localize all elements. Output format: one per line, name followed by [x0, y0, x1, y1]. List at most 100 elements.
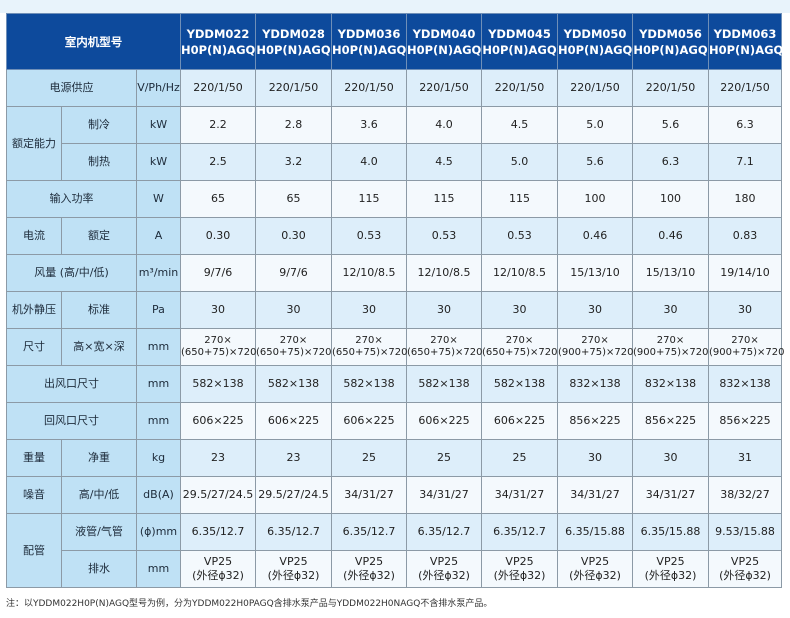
unit: mm [136, 402, 181, 440]
cell: 115 [481, 180, 558, 218]
cell: VP25 (外径ϕ32) [481, 550, 558, 588]
cell: 34/31/27 [632, 476, 709, 514]
unit: V/Ph/Hz [136, 69, 181, 107]
cell: 0.53 [331, 217, 407, 255]
row-heating: 制热 kW 2.5 3.2 4.0 4.5 5.0 5.6 6.3 7.1 [7, 143, 782, 181]
cell: 606×225 [481, 402, 558, 440]
cell: 34/31/27 [557, 476, 633, 514]
cell: 582×138 [481, 365, 558, 403]
model-col: YDDM040 H0P(N)AGQ [406, 13, 482, 70]
cell: 220/1/50 [331, 69, 407, 107]
cell: 582×138 [180, 365, 256, 403]
row-return: 回风口尺寸 mm 606×225 606×225 606×225 606×225… [6, 402, 782, 440]
cell: 30 [255, 291, 332, 329]
unit: kg [136, 439, 181, 477]
cell: 0.30 [255, 217, 332, 255]
row-label: 额定能力 [6, 106, 62, 181]
footnote: 注：以YDDM022H0P(N)AGQ型号为例，分为YDDM022H0PAGQ含… [6, 599, 493, 609]
cell: VP25 (外径ϕ32) [406, 550, 482, 588]
unit: mm [136, 365, 181, 403]
cell: 3.2 [255, 143, 332, 181]
cell: 832×138 [557, 365, 633, 403]
cell: 30 [708, 291, 782, 329]
cell: 12/10/8.5 [331, 254, 407, 292]
cell: VP25 (外径ϕ32) [180, 550, 256, 588]
cell: 100 [632, 180, 709, 218]
cell: 856×225 [557, 402, 633, 440]
cell: 25 [406, 439, 482, 477]
cell: 0.46 [632, 217, 709, 255]
spec-table: 室内机型号 YDDM022 H0P(N)AGQ YDDM028 H0P(N)AGQ … [6, 13, 784, 588]
cell: 30 [632, 439, 709, 477]
unit: A [136, 217, 181, 255]
row-input-power: 输入功率 W 65 65 115 115 115 100 100 180 [6, 180, 782, 218]
cell: 220/1/50 [406, 69, 482, 107]
cell: 6.35/12.7 [406, 513, 482, 551]
row-cooling: 额定能力 制冷 kW 2.2 2.8 3.6 4.0 4.5 5.0 5.6 6… [6, 106, 782, 181]
cell: 6.35/12.7 [331, 513, 407, 551]
cell: 270× (650+75)×720 [331, 328, 407, 366]
cell: 270× (650+75)×720 [481, 328, 558, 366]
model-col: YDDM028 H0P(N)AGQ [255, 13, 332, 70]
cell: 270× (650+75)×720 [406, 328, 482, 366]
model-col: YDDM036 H0P(N)AGQ [331, 13, 407, 70]
cell: 0.83 [708, 217, 782, 255]
cell: 0.46 [557, 217, 633, 255]
cell: 220/1/50 [557, 69, 633, 107]
cell: 38/32/27 [708, 476, 782, 514]
cell: 12/10/8.5 [406, 254, 482, 292]
unit: W [136, 180, 181, 218]
cell: 9/7/6 [255, 254, 332, 292]
cell: 220/1/50 [632, 69, 709, 107]
cell: VP25 (外径ϕ32) [557, 550, 633, 588]
model-col: YDDM045 H0P(N)AGQ [481, 13, 558, 70]
model-col: YDDM050 H0P(N)AGQ [557, 13, 633, 70]
unit: kW [136, 143, 181, 181]
cell: 23 [255, 439, 332, 477]
model-col: YDDM056 H0P(N)AGQ [632, 13, 709, 70]
cell: 9/7/6 [180, 254, 256, 292]
cell: 34/31/27 [406, 476, 482, 514]
cell: 832×138 [708, 365, 782, 403]
sub-label: 制冷 [61, 106, 137, 144]
cell: 606×225 [180, 402, 256, 440]
cell: 6.3 [632, 143, 709, 181]
cell: 12/10/8.5 [481, 254, 558, 292]
cell: 30 [557, 291, 633, 329]
row-label: 电流 [6, 217, 62, 255]
row-label: 重量 [6, 439, 62, 477]
cell: 856×225 [632, 402, 709, 440]
cell: 30 [180, 291, 256, 329]
row-size: 尺寸 高×宽×深 mm 270× (650+75)×720 270× (650+75… [6, 328, 784, 366]
cell: 0.53 [406, 217, 482, 255]
row-label: 出风口尺寸 [6, 365, 137, 403]
sub-label: 净重 [61, 439, 137, 477]
cell: VP25 (外径ϕ32) [708, 550, 782, 588]
row-pipe: 配管 液管/气管 (ϕ)mm 6.35/12.7 6.35/12.7 6.35/… [6, 513, 782, 588]
model-header: 室内机型号 [6, 13, 181, 70]
model-col: YDDM063 H0P(N)AGQ [708, 13, 783, 70]
unit: Pa [136, 291, 181, 329]
cell: 0.30 [180, 217, 256, 255]
cell: 606×225 [406, 402, 482, 440]
row-label: 输入功率 [6, 180, 137, 218]
row-outlet: 出风口尺寸 mm 582×138 582×138 582×138 582×138… [6, 365, 782, 403]
cell: 582×138 [255, 365, 332, 403]
cell: 4.0 [331, 143, 407, 181]
cell: VP25 (外径ϕ32) [632, 550, 709, 588]
cell: 5.6 [632, 106, 709, 144]
row-label: 风量 (高/中/低) [6, 254, 137, 292]
cell: 30 [406, 291, 482, 329]
cell: 3.6 [331, 106, 407, 144]
cell: 31 [708, 439, 782, 477]
unit: mm [136, 550, 181, 588]
cell: 30 [331, 291, 407, 329]
cell: 270× (900+75)×720 [632, 328, 709, 366]
cell: 270× (900+75)×720 [557, 328, 633, 366]
cell: 0.53 [481, 217, 558, 255]
unit: kW [136, 106, 181, 144]
unit: dB(A) [136, 476, 181, 514]
sub-label: 高×宽×深 [61, 328, 137, 366]
cell: 606×225 [255, 402, 332, 440]
unit: m³/min [136, 254, 181, 292]
